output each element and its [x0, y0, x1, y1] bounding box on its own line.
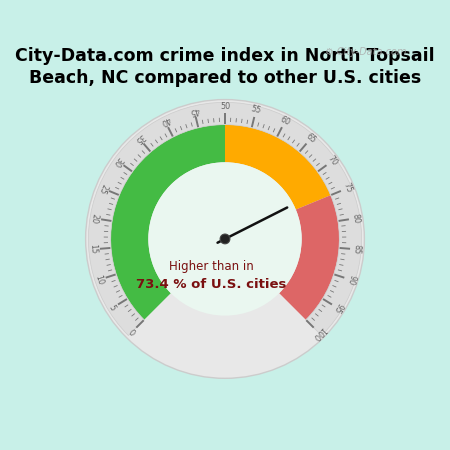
Text: 55: 55 — [250, 104, 262, 116]
Text: 25: 25 — [97, 182, 109, 195]
Text: 90: 90 — [345, 274, 357, 286]
Text: 10: 10 — [93, 274, 105, 286]
Text: 20: 20 — [89, 212, 99, 224]
Text: 75: 75 — [341, 182, 353, 195]
Wedge shape — [111, 125, 225, 320]
Text: 70: 70 — [325, 154, 339, 168]
Wedge shape — [88, 102, 362, 336]
Text: City-Data.com crime index in North Topsail: City-Data.com crime index in North Topsa… — [15, 47, 435, 65]
Text: 60: 60 — [279, 115, 292, 127]
Text: Beach, NC compared to other U.S. cities: Beach, NC compared to other U.S. cities — [29, 69, 421, 87]
Text: 35: 35 — [132, 131, 146, 145]
Circle shape — [148, 162, 302, 315]
Text: 0: 0 — [126, 328, 136, 338]
Wedge shape — [279, 195, 339, 320]
Text: 95: 95 — [331, 302, 344, 315]
Text: 45: 45 — [188, 104, 200, 116]
Text: 30: 30 — [111, 154, 125, 168]
Text: 40: 40 — [158, 115, 171, 127]
Text: 50: 50 — [220, 102, 230, 111]
Text: 5: 5 — [107, 304, 117, 313]
Circle shape — [86, 99, 365, 378]
Text: 65: 65 — [304, 131, 318, 145]
Text: 73.4 % of U.S. cities: 73.4 % of U.S. cities — [136, 279, 286, 292]
Text: ⚙ City-Data.com: ⚙ City-Data.com — [325, 47, 406, 57]
Text: 15: 15 — [88, 244, 98, 255]
Circle shape — [220, 234, 230, 244]
Text: Higher than in: Higher than in — [169, 260, 253, 273]
Text: 100: 100 — [310, 324, 327, 341]
Text: 80: 80 — [351, 212, 361, 224]
Wedge shape — [225, 125, 331, 210]
Text: 85: 85 — [352, 244, 362, 255]
